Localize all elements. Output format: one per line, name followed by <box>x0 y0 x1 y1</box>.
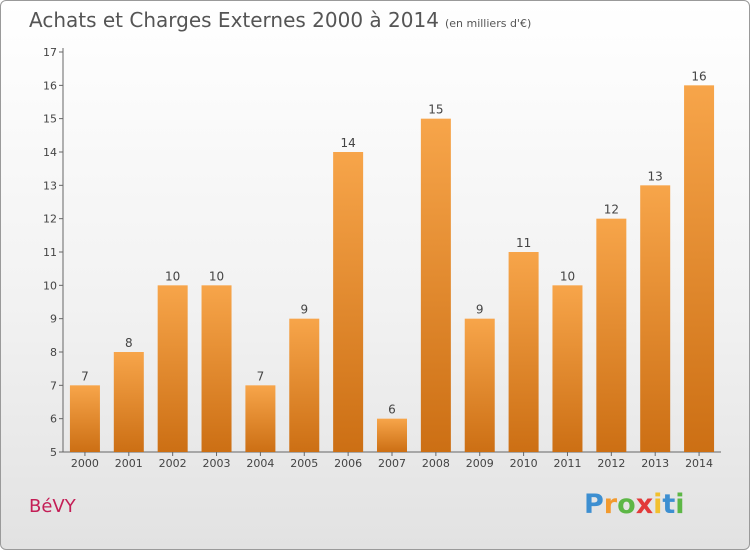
data-label: 7 <box>257 369 265 383</box>
bar <box>69 385 100 452</box>
y-tick-label: 16 <box>43 79 57 92</box>
x-tick-label: 2014 <box>685 457 713 470</box>
bar <box>289 318 320 452</box>
x-tick-label: 2008 <box>422 457 450 470</box>
bar <box>420 118 451 453</box>
y-tick-label: 10 <box>43 279 57 292</box>
data-label: 9 <box>476 303 484 317</box>
chart-title: Achats et Charges Externes 2000 à 2014 (e… <box>29 8 531 32</box>
x-tick-label: 2006 <box>334 457 362 470</box>
y-tick-label: 7 <box>50 379 57 392</box>
data-label: 6 <box>388 403 396 417</box>
bar <box>377 418 407 452</box>
y-tick-label: 17 <box>43 46 57 59</box>
bar <box>157 285 188 452</box>
proxiti-logo: Proxiti <box>584 489 685 520</box>
data-label: 14 <box>340 136 355 150</box>
logo-letter: x <box>635 489 654 520</box>
data-label: 16 <box>691 69 706 83</box>
bar <box>508 252 539 452</box>
bar <box>201 285 232 452</box>
bar <box>684 85 715 452</box>
bar <box>245 385 276 452</box>
x-tick-label: 2001 <box>115 457 143 470</box>
y-tick-label: 15 <box>43 113 57 126</box>
y-tick-label: 6 <box>50 413 57 426</box>
x-tick-label: 2004 <box>246 457 274 470</box>
y-tick-label: 5 <box>50 446 57 459</box>
logo-letter: P <box>584 489 604 520</box>
y-tick-label: 11 <box>43 246 57 259</box>
y-tick-label: 14 <box>43 146 57 159</box>
labels: 2000 7 2001 8 2002 10 2003 10 2004 7 2005 9 2006 14 20… <box>71 69 713 470</box>
data-label: 8 <box>125 336 133 350</box>
x-tick-label: 2000 <box>71 457 99 470</box>
data-label: 10 <box>165 269 180 283</box>
bar <box>464 318 495 452</box>
x-tick-label: 2002 <box>159 457 187 470</box>
logo-letter: i <box>675 489 685 520</box>
bars <box>69 85 715 453</box>
bar <box>552 285 583 452</box>
data-label: 7 <box>81 369 89 383</box>
logo-letter: r <box>603 489 618 520</box>
bar <box>640 185 671 453</box>
x-tick-label: 2011 <box>553 457 581 470</box>
x-tick-label: 2012 <box>597 457 625 470</box>
commune-name: BéVY <box>29 496 76 517</box>
data-label: 10 <box>209 269 224 283</box>
x-tick-label: 2005 <box>290 457 318 470</box>
logo-letter: o <box>617 489 636 520</box>
chart-subtitle: (en milliers d'€) <box>444 17 532 30</box>
logo-letter: t <box>662 489 676 520</box>
logo-letter: i <box>653 489 663 520</box>
bar <box>596 218 627 452</box>
data-label: 15 <box>428 103 443 117</box>
x-tick-label: 2003 <box>203 457 231 470</box>
y-tick-label: 12 <box>43 213 57 226</box>
y-tick-label: 13 <box>43 179 57 192</box>
bar <box>333 152 364 452</box>
y-tick-label: 8 <box>50 346 57 359</box>
y-tick-label: 9 <box>50 313 57 326</box>
data-label: 11 <box>516 236 531 250</box>
x-tick-label: 2007 <box>378 457 406 470</box>
x-tick-label: 2010 <box>510 457 538 470</box>
data-label: 10 <box>560 269 575 283</box>
data-label: 13 <box>648 169 663 183</box>
chart-title-text: Achats et Charges Externes 2000 à 2014 <box>29 8 439 32</box>
bar <box>113 352 144 452</box>
data-label: 9 <box>300 303 308 317</box>
data-label: 12 <box>604 203 619 217</box>
x-tick-label: 2013 <box>641 457 669 470</box>
x-tick-label: 2009 <box>466 457 494 470</box>
